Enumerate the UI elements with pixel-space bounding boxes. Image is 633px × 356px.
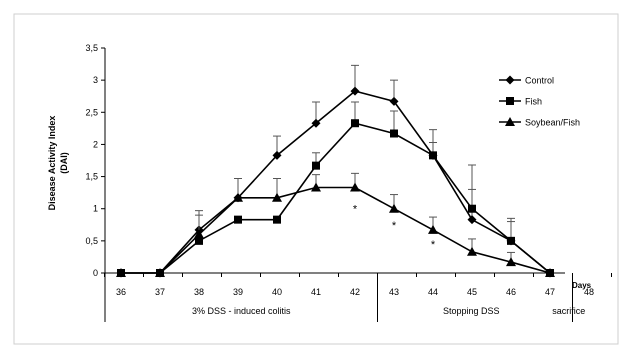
legend-label: Soybean/Fish: [525, 118, 580, 128]
data-point: [272, 192, 282, 202]
y-tick-label: 3,5: [85, 43, 98, 53]
series-line: [121, 122, 551, 274]
significance-asterisk: *: [431, 239, 436, 251]
significance-marks: * * *: [353, 204, 436, 251]
series-layer: [116, 64, 555, 278]
data-point: [390, 129, 398, 138]
data-point: [467, 215, 477, 225]
legend-item: Control: [499, 75, 554, 86]
x-tick-label: 47: [545, 287, 555, 297]
data-point: [545, 268, 555, 277]
data-point: [194, 229, 204, 239]
x-tick-label: 37: [155, 287, 165, 297]
x-ticks: 36 37 38 39 40 41 42 43 44 45 46 47 48: [104, 273, 612, 297]
data-point: [429, 151, 437, 160]
x-tick-label: 42: [350, 287, 360, 297]
y-tick-label: 2,5: [85, 107, 98, 117]
data-point: [467, 246, 477, 256]
data-point: [311, 118, 321, 128]
y-axis-label-line-1: Disease Activity Index: [47, 116, 57, 211]
phase-label: 3% DSS - induced colitis: [192, 306, 291, 316]
x-axis-label: Days: [572, 281, 592, 290]
legend-item: Soybean/Fish: [499, 117, 580, 128]
series-line: [121, 90, 551, 274]
series-line: [121, 186, 551, 274]
data-point: [272, 150, 282, 160]
x-tick-label: 40: [272, 287, 282, 297]
data-point: [116, 268, 126, 277]
chart-area: 0 0,5 1 1,5 2 2,5 3 3,5 36 37 38 39 40 41 42 43 44 45 46 4…: [47, 43, 612, 322]
x-tick-label: 38: [194, 287, 204, 297]
phase-table: 3% DSS - induced colitis Stopping DSS sacr…: [104, 273, 585, 322]
data-point: [428, 224, 438, 234]
legend-marker: [505, 75, 515, 85]
data-point: [312, 161, 320, 170]
y-tick-label: 3: [93, 75, 98, 85]
phase-label: Stopping DSS: [443, 306, 500, 316]
legend-item: Fish: [499, 97, 542, 107]
data-point: [351, 119, 359, 128]
data-point: [389, 203, 399, 213]
data-point: [506, 257, 516, 267]
x-tick-label: 48: [584, 287, 594, 297]
x-tick-label: 45: [467, 287, 477, 297]
data-point: [273, 215, 281, 224]
legend-marker: [506, 97, 514, 105]
significance-asterisk: *: [353, 204, 358, 216]
data-point: [311, 182, 321, 192]
x-tick-label: 36: [116, 287, 126, 297]
legend-marker: [505, 117, 515, 126]
x-tick-label: 44: [428, 287, 438, 297]
y-axis-label-line-2: (DAI): [59, 152, 69, 174]
series-soybean-fish: [116, 172, 555, 277]
data-point: [389, 96, 399, 106]
data-point: [234, 215, 242, 224]
legend: Control Fish Soybean/Fish: [499, 75, 580, 128]
y-tick-label: 0: [93, 268, 98, 278]
y-tick-label: 2: [93, 139, 98, 149]
y-tick-label: 1: [93, 204, 98, 214]
data-point: [507, 236, 515, 245]
legend-label: Fish: [525, 97, 542, 107]
y-tick-label: 1,5: [85, 172, 98, 182]
data-point: [155, 268, 165, 277]
x-tick-label: 43: [389, 287, 399, 297]
y-tick-label: 0,5: [85, 236, 98, 246]
data-point: [468, 204, 476, 213]
x-tick-label: 41: [311, 287, 321, 297]
x-tick-label: 46: [506, 287, 516, 297]
y-ticks: 0 0,5 1 1,5 2 2,5 3 3,5: [85, 43, 105, 278]
data-point: [350, 182, 360, 192]
x-tick-label: 39: [233, 287, 243, 297]
significance-asterisk: *: [392, 220, 397, 232]
data-point: [195, 236, 203, 245]
phase-label: sacrifice: [552, 306, 585, 316]
data-point: [233, 192, 243, 202]
data-point: [350, 86, 360, 96]
legend-label: Control: [525, 76, 554, 86]
